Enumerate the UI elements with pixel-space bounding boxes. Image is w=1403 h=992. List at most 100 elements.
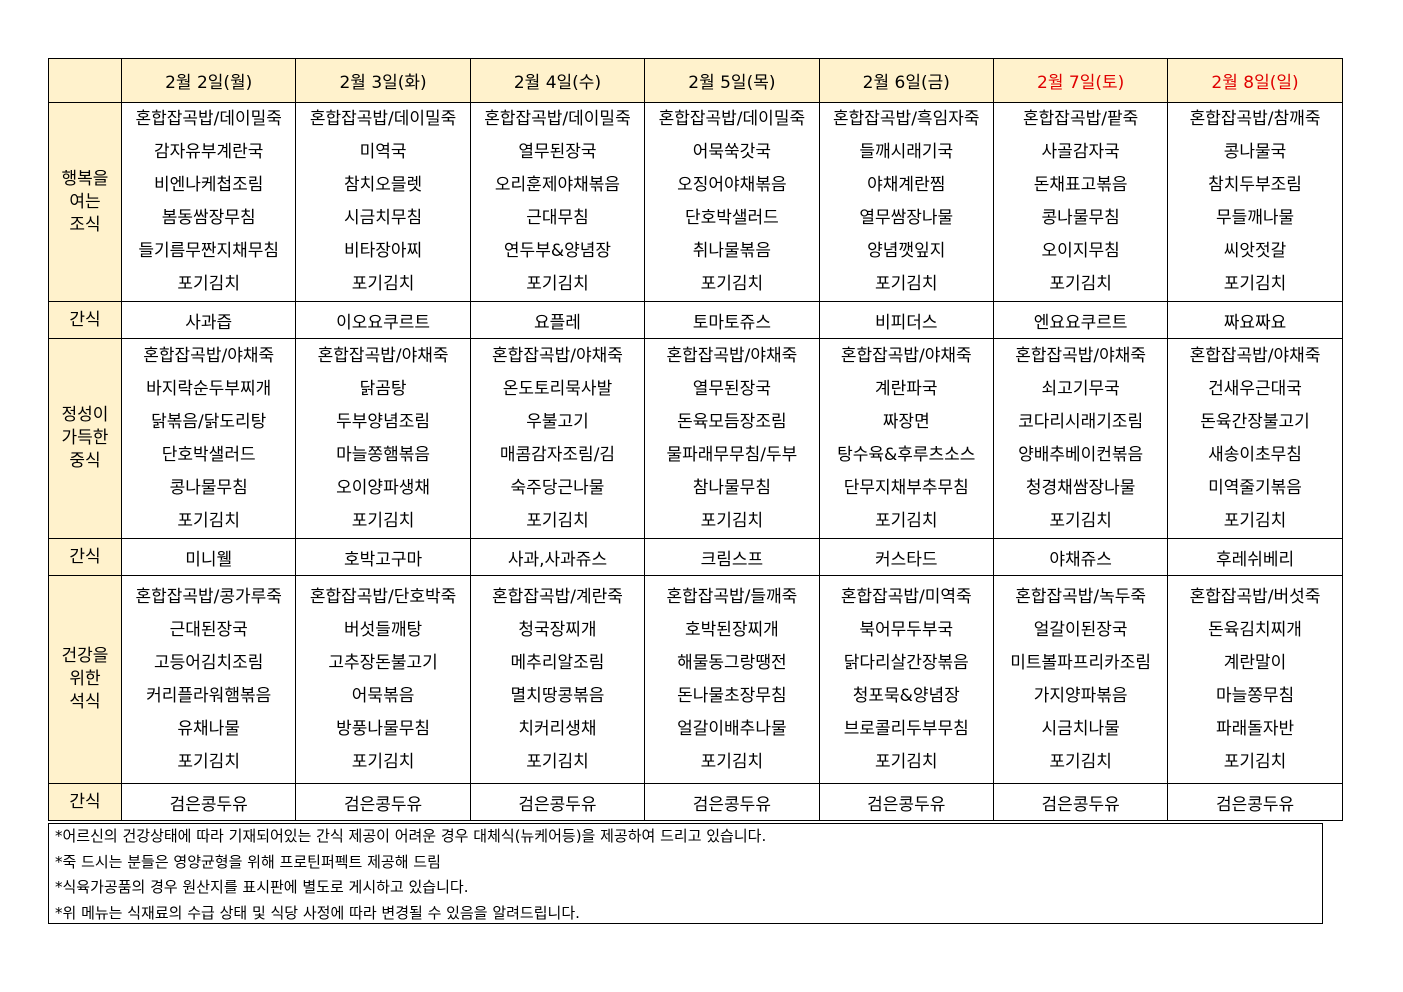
meal-cell: 혼합잡곡밥/계란죽 청국장찌개 메추리알조림 멸치땅콩볶음 치커리생채 포기김치	[469, 575, 646, 784]
note-line: *죽 드시는 분들은 영양균형을 위해 프로틴퍼펙트 제공해 드림	[55, 852, 441, 871]
row-label: 정성이 가득한 중식	[48, 338, 122, 539]
menu-item: 혼합잡곡밥/야채죽	[1015, 345, 1147, 366]
menu-item: 쇠고기무국	[1041, 378, 1120, 399]
header-row: 2월 2일(월) 2월 3일(화) 2월 4일(수) 2월 5일(목) 2월 6일(금)…	[48, 58, 1343, 103]
menu-item: 단호박샐러드	[161, 444, 256, 465]
menu-item: 유채나물	[177, 718, 240, 739]
menu-item: 청포묵&양념장	[852, 685, 960, 706]
day-header: 2월 7일(토)	[992, 58, 1169, 103]
menu-item: 가지양파볶음	[1033, 685, 1128, 706]
menu-item: 들기름무짠지채무침	[138, 241, 280, 261]
menu-item: 매콤감자조림/김	[499, 444, 616, 465]
menu-item: 혼합잡곡밥/단호박죽	[309, 586, 457, 607]
menu-item: 사골감자국	[1041, 142, 1120, 162]
menu-item: 포기김치	[1223, 274, 1287, 294]
note-line: *식육가공품의 경우 원산지를 표시판에 별도로 게시하고 있습니다.	[55, 878, 469, 896]
meal-cell: 혼합잡곡밥/참깨죽 콩나물국 참치두부조림 무들깨나물 씨앗젓갈 포기김치	[1167, 102, 1343, 302]
corner-cell	[48, 58, 122, 103]
menu-item: 포기김치	[351, 751, 415, 772]
menu-item: 오징어야채볶음	[677, 175, 787, 195]
menu-item: 혼합잡곡밥/팥죽	[1023, 109, 1139, 129]
menu-item: 돈육간장불고기	[1200, 411, 1310, 432]
menu-item: 무들깨나물	[1215, 208, 1295, 228]
snack-cell: 이오요쿠르트	[295, 301, 471, 339]
day-header: 2월 2일(월)	[120, 58, 297, 103]
snack-cell: 엔요요쿠르트	[992, 301, 1169, 339]
meal-cell: 혼합잡곡밥/야채죽 바지락순두부찌개 닭볶음/닭도리탕 단호박샐러드 콩나물무침 포기김치	[120, 338, 297, 539]
day-header: 2월 8일(일)	[1167, 58, 1343, 103]
menu-item: 혼합잡곡밥/데이밀죽	[658, 109, 806, 129]
row-label: 간식	[48, 301, 122, 339]
menu-item: 혼합잡곡밥/흑임자죽	[833, 109, 980, 129]
menu-item: 콩나물무침	[1041, 208, 1120, 228]
menu-item: 커리플라워햄볶음	[146, 685, 272, 706]
day-header: 2월 6일(금)	[818, 58, 994, 103]
menu-item: 새송이초무침	[1208, 444, 1302, 465]
meal-cell: 혼합잡곡밥/데이밀죽 열무된장국 오리훈제야채볶음 근대무침 연두부&양념장 포기김치	[469, 102, 646, 302]
menu-item: 포기김치	[1049, 751, 1112, 772]
menu-item: 포기김치	[1049, 510, 1112, 531]
snack-cell: 비피더스	[818, 301, 994, 339]
menu-item: 포기김치	[1223, 510, 1287, 531]
meal-cell: 혼합잡곡밥/데이밀죽 어묵쑥갓국 오징어야채볶음 단호박샐러드 취나물볶음 포기김치	[644, 102, 820, 302]
menu-item: 미트볼파프리카조림	[1010, 652, 1152, 673]
row-label: 건강을 위한 석식	[48, 575, 122, 784]
day-header: 2월 3일(화)	[295, 58, 471, 103]
snack-cell: 사과,사과쥬스	[469, 538, 646, 576]
menu-item: 들깨시래기국	[859, 142, 954, 162]
menu-item: 열무쌈장나물	[859, 208, 954, 228]
menu-item: 호박된장찌개	[684, 619, 779, 640]
menu-item: 근대무침	[526, 208, 589, 228]
menu-item: 얼갈이배추나물	[677, 718, 787, 739]
menu-item: 근대된장국	[169, 619, 248, 640]
menu-item: 건새우근대국	[1208, 378, 1302, 399]
weekly-menu-table: 2월 2일(월) 2월 3일(화) 2월 4일(수) 2월 5일(목) 2월 6일(금)…	[48, 58, 1343, 821]
meal-cell: 혼합잡곡밥/흑임자죽 들깨시래기국 야채계란찜 열무쌈장나물 양념깻잎지 포기김치	[818, 102, 994, 302]
menu-item: 혼합잡곡밥/데이밀죽	[135, 109, 282, 129]
snack-cell: 후레쉬베리	[1167, 538, 1343, 576]
menu-item: 오리훈제야채볶음	[494, 175, 621, 195]
menu-item: 돈나물초장무침	[677, 685, 787, 706]
meal-cell: 혼합잡곡밥/단호박죽 버섯들깨탕 고추장돈불고기 어묵볶음 방풍나물무침 포기김치	[295, 575, 471, 784]
menu-item: 비타장아찌	[343, 241, 423, 261]
meal-cell: 혼합잡곡밥/야채죽 온도토리묵사발 우불고기 매콤감자조림/김 숙주당근나물 포기김치	[469, 338, 646, 539]
menu-item: 콩나물무침	[169, 477, 248, 498]
snack-cell: 검은콩두유	[469, 783, 646, 821]
menu-item: 치커리생채	[518, 718, 597, 739]
snack-row: 간식 사과즙 이오요쿠르트 요플레 토마토쥬스 비피더스 엔요요쿠르트 짜요짜요	[48, 301, 1343, 339]
menu-item: 봄동쌈장무침	[161, 208, 256, 228]
menu-item: 방풍나물무침	[336, 718, 430, 739]
menu-item: 시금치무침	[343, 208, 423, 228]
menu-item: 포기김치	[874, 751, 938, 772]
snack-cell: 요플레	[469, 301, 646, 339]
snack-cell: 짜요짜요	[1167, 301, 1343, 339]
meal-cell: 혼합잡곡밥/미역죽 북어무두부국 닭다리살간장볶음 청포묵&양념장 브로콜리두부무침 포기…	[818, 575, 994, 784]
notes-box: *어르신의 건강상태에 따라 기재되어있는 간식 제공이 어려운 경우 대체식(…	[48, 823, 1323, 924]
menu-item: 참치오믈렛	[343, 175, 423, 195]
snack-cell: 검은콩두유	[818, 783, 994, 821]
menu-item: 씨앗젓갈	[1223, 241, 1287, 261]
menu-item: 혼합잡곡밥/참깨죽	[1189, 109, 1321, 129]
menu-item: 코다리시래기조림	[1018, 411, 1144, 432]
meal-cell: 혼합잡곡밥/야채죽 계란파국 짜장면 탕수육&후루츠소스 단무지채부추무침 포기김치	[818, 338, 994, 539]
menu-item: 혼합잡곡밥/야채죽	[317, 345, 449, 366]
menu-item: 숙주당근나물	[510, 477, 605, 498]
snack-cell: 미니웰	[120, 538, 297, 576]
menu-item: 버섯들깨탕	[343, 619, 423, 640]
snack-cell: 검은콩두유	[295, 783, 471, 821]
menu-item: 취나물볶음	[692, 241, 771, 261]
meal-cell: 혼합잡곡밥/팥죽 사골감자국 돈채표고볶음 콩나물무침 오이지무침 포기김치	[992, 102, 1169, 302]
menu-item: 돈채표고볶음	[1033, 175, 1128, 195]
menu-item: 돈육모듬장조림	[677, 411, 787, 432]
menu-item: 두부양념조림	[336, 411, 430, 432]
menu-item: 계란말이	[1223, 652, 1287, 673]
menu-item: 혼합잡곡밥/들깨죽	[666, 586, 798, 607]
menu-item: 마늘쫑햄볶음	[336, 444, 430, 465]
menu-item: 물파래무무침/두부	[666, 444, 798, 465]
meal-cell: 혼합잡곡밥/버섯죽 돈육김치찌개 계란말이 마늘쫑무침 파래돌자반 포기김치	[1167, 575, 1343, 784]
snack-cell: 커스타드	[818, 538, 994, 576]
meal-cell: 혼합잡곡밥/녹두죽 얼갈이된장국 미트볼파프리카조림 가지양파볶음 시금치나물 포기김치	[992, 575, 1169, 784]
row-label: 행복을 여는 조식	[48, 102, 122, 302]
menu-item: 감자유부계란국	[153, 142, 264, 162]
menu-item: 포기김치	[526, 751, 589, 772]
